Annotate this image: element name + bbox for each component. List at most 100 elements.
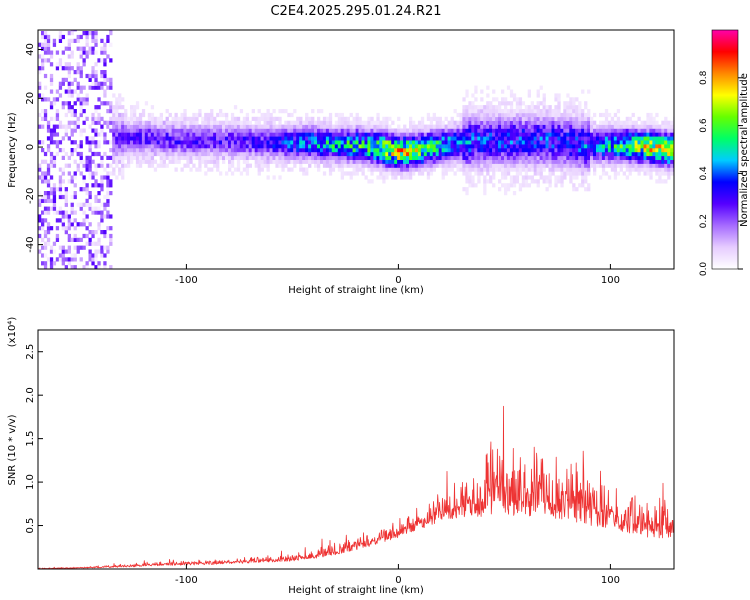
heatmap-cell	[290, 120, 294, 125]
heatmap-cell	[67, 257, 71, 262]
heatmap-cell	[403, 155, 407, 160]
heatmap-cell	[73, 191, 77, 196]
heatmap-cell	[495, 163, 499, 168]
heatmap-cell	[667, 171, 671, 176]
heatmap-cell	[509, 167, 514, 172]
heatmap-cell	[216, 112, 220, 118]
heatmap-cell	[133, 112, 137, 118]
heatmap-cell	[159, 155, 163, 160]
heatmap-cell	[572, 112, 576, 118]
heatmap-cell	[248, 128, 252, 133]
heatmap-cell	[364, 136, 368, 141]
heatmap-cell	[135, 148, 140, 153]
heatmap-cell	[174, 140, 178, 145]
heatmap-cell	[670, 171, 674, 176]
heatmap-cell	[468, 163, 472, 168]
heatmap-cell	[144, 148, 149, 153]
heatmap-cell	[489, 109, 493, 114]
heatmap-cell	[628, 155, 632, 160]
heatmap-cell	[58, 81, 63, 86]
heatmap-cell	[219, 171, 223, 176]
heatmap-cell	[257, 132, 261, 137]
heatmap-cell	[228, 132, 232, 137]
heatmap-cell	[554, 151, 558, 157]
heatmap-cell	[471, 144, 475, 149]
heatmap-cell	[281, 163, 285, 168]
heatmap-cell	[521, 148, 526, 153]
heatmap-cell	[41, 218, 45, 223]
heatmap-cell	[192, 124, 196, 129]
heatmap-cell	[601, 132, 606, 137]
heatmap-cell	[112, 120, 116, 125]
heatmap-cell	[524, 163, 529, 168]
heatmap-cell	[266, 151, 270, 157]
heatmap-cell	[560, 167, 564, 172]
heatmap-cell	[314, 120, 318, 125]
heatmap-cell	[103, 233, 107, 239]
heatmap-cell	[302, 151, 306, 157]
heatmap-cell	[501, 136, 505, 141]
heatmap-cell	[370, 151, 374, 157]
heatmap-cell	[450, 128, 454, 133]
heatmap-cell	[150, 163, 155, 168]
heatmap-cell	[43, 210, 48, 215]
heatmap-cell	[530, 179, 534, 184]
heatmap-cell	[640, 148, 644, 153]
heatmap-cell	[263, 120, 267, 125]
heatmap-cell	[325, 148, 330, 153]
heatmap-cell	[180, 112, 184, 118]
heatmap-cell	[364, 148, 368, 153]
heatmap-cell	[346, 159, 350, 164]
heatmap-cell	[317, 132, 321, 137]
heatmap-cell	[201, 148, 205, 153]
heatmap-cell	[530, 109, 534, 114]
heatmap-cell	[661, 120, 665, 125]
heatmap-cell	[664, 148, 668, 153]
heatmap-cell	[465, 144, 469, 149]
x-tick-label: 100	[601, 575, 620, 586]
heatmap-cell	[222, 159, 226, 164]
heatmap-cell	[76, 163, 80, 168]
heatmap-cell	[245, 120, 250, 125]
heatmap-cell	[153, 167, 158, 172]
heatmap-cell	[79, 50, 83, 55]
heatmap-cell	[198, 148, 202, 153]
heatmap-cell	[147, 116, 152, 121]
heatmap-cell	[213, 136, 217, 141]
heatmap-cell	[385, 155, 389, 160]
heatmap-cell	[512, 128, 517, 133]
heatmap-cell	[100, 159, 104, 164]
heatmap-cell	[349, 124, 353, 129]
heatmap-cell	[67, 222, 71, 227]
heatmap-cell	[112, 93, 116, 98]
heatmap-cell	[210, 159, 214, 164]
heatmap-cell	[628, 167, 632, 172]
heatmap-cell	[524, 132, 529, 137]
heatmap-cell	[150, 128, 155, 133]
heatmap-cell	[530, 105, 534, 110]
heatmap-cell	[67, 261, 71, 266]
heatmap-cell	[667, 140, 671, 145]
heatmap-cell	[195, 116, 199, 121]
heatmap-cell	[290, 140, 294, 145]
heatmap-cell	[135, 140, 140, 145]
heatmap-cell	[233, 132, 238, 137]
heatmap-cell	[557, 116, 561, 121]
heatmap-cell	[557, 140, 561, 145]
heatmap-cell	[590, 163, 594, 168]
heatmap-cell	[578, 151, 582, 157]
heatmap-cell	[94, 128, 98, 133]
heatmap-cell	[572, 187, 576, 192]
heatmap-cell	[97, 210, 101, 215]
heatmap-cell	[331, 136, 336, 141]
heatmap-cell	[501, 124, 505, 129]
heatmap-cell	[195, 151, 199, 157]
heatmap-cell	[64, 210, 68, 215]
heatmap-cell	[112, 112, 116, 118]
heatmap-cell	[578, 120, 582, 125]
heatmap-cell	[557, 132, 561, 137]
heatmap-cell	[121, 171, 125, 176]
heatmap-cell	[225, 128, 229, 133]
heatmap-cell	[607, 140, 612, 145]
heatmap-cell	[373, 128, 377, 133]
